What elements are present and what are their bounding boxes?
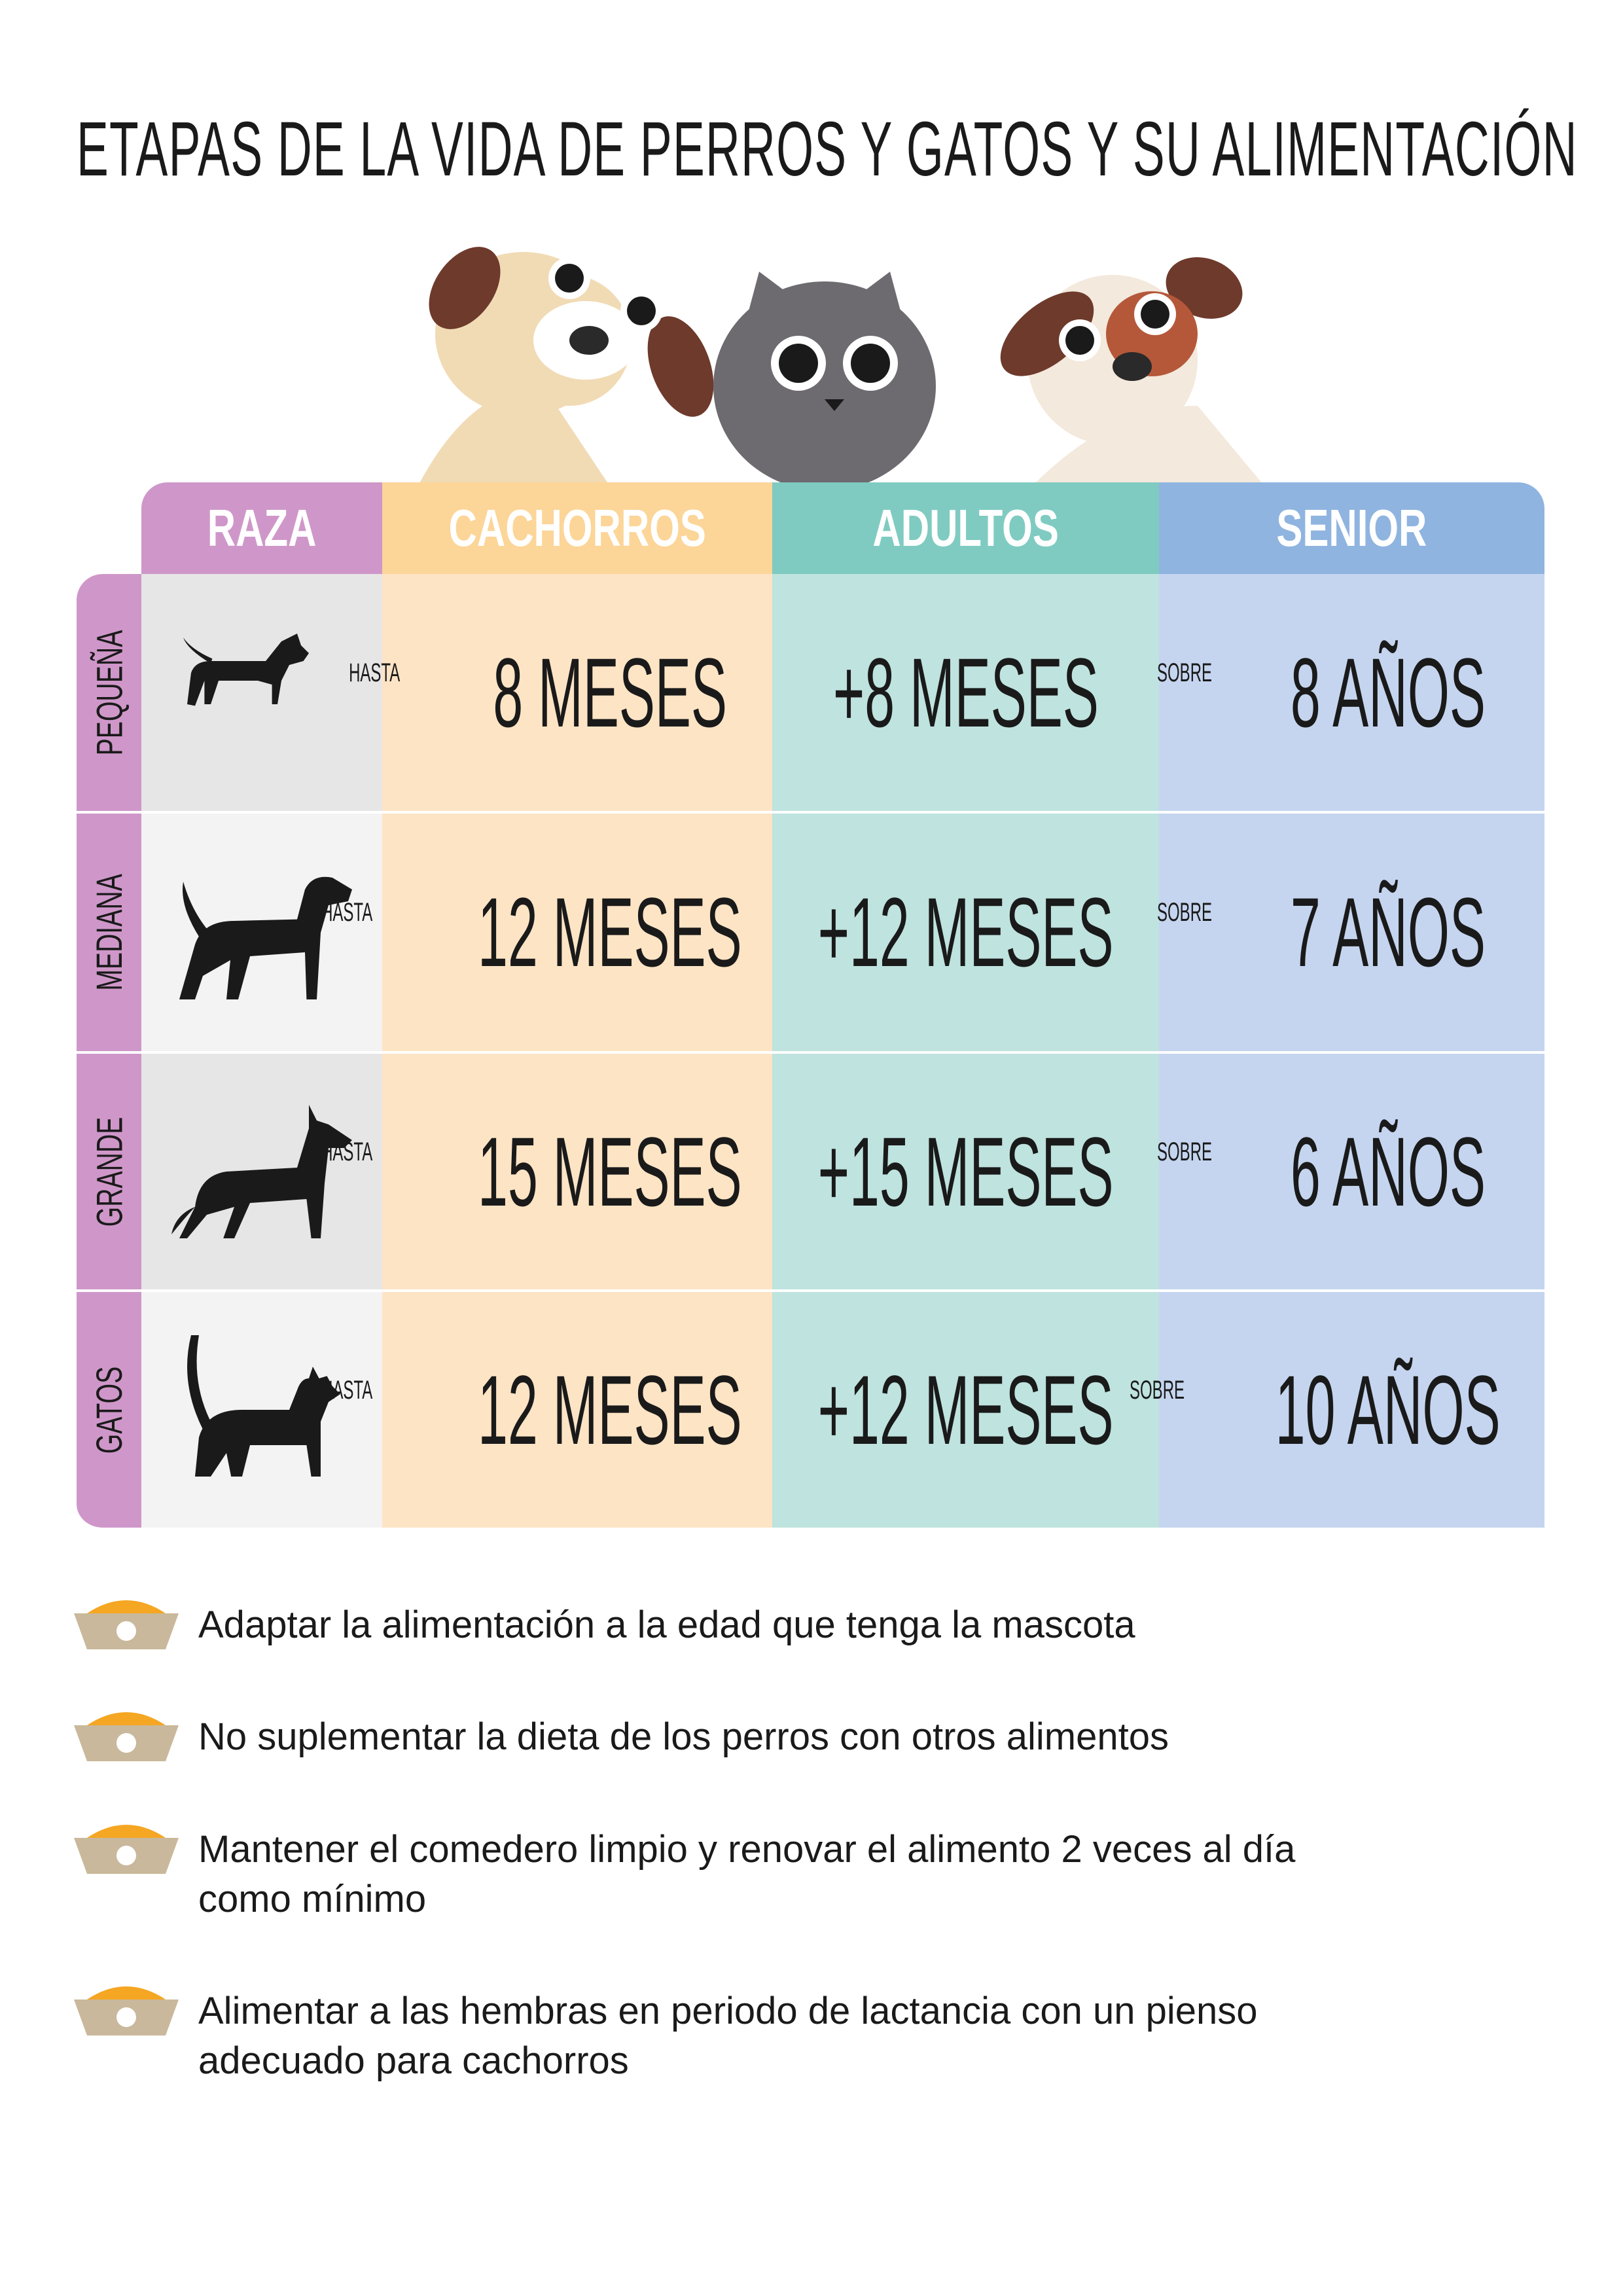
header-cell: SENIOR (1159, 482, 1544, 574)
cachorros-cell: HASTA 12 MESES (321, 1292, 772, 1530)
senior-cell: SOBRE 7 AÑOS (1156, 814, 1544, 1054)
cell-value: 8 AÑOS (1290, 637, 1486, 747)
bowl (74, 1986, 179, 2036)
cell-prefix: SOBRE (1156, 898, 1212, 927)
silhouette (171, 1105, 352, 1238)
cachorros-cell: HASTA 15 MESES (321, 1054, 772, 1292)
cell-value: +15 MESES (817, 1116, 1114, 1227)
cell-value: +12 MESES (817, 1354, 1114, 1465)
cachorros-cell: HASTA 8 MESES (349, 574, 772, 814)
adultos-cell: +12 MESES (772, 814, 1159, 1054)
row-label: PEQUEÑA (77, 574, 141, 814)
adultos-cell: +15 MESES (772, 1054, 1159, 1292)
row-label: GRANDE (77, 1054, 141, 1292)
cell-prefix: HASTA (348, 658, 400, 687)
header-text: ADULTOS (872, 499, 1059, 557)
header-text: CACHORROS (448, 499, 706, 557)
header-cell: RAZA (141, 482, 382, 574)
row-label: MEDIANA (77, 814, 141, 1054)
tip-text: Mantener el comedero limpio y renovar el… (198, 1828, 1296, 1920)
silhouette (183, 634, 309, 706)
tip-text: No suplementar la dieta de los perros co… (198, 1715, 1169, 1758)
breed-silhouette (141, 1054, 382, 1292)
silhouette (187, 1335, 340, 1477)
breed-silhouette (141, 574, 382, 814)
cell-prefix: HASTA (321, 898, 373, 927)
row-label-text: GATOS (88, 1366, 130, 1454)
silhouette (179, 876, 352, 999)
tip-text: Adaptar la alimentación a la edad que te… (198, 1604, 1135, 1646)
header-text: SENIOR (1276, 499, 1427, 557)
cell-prefix: SOBRE (1129, 1375, 1185, 1405)
cell-prefix: SOBRE (1156, 1137, 1212, 1166)
cell-value: 6 AÑOS (1290, 1116, 1486, 1227)
row-label-text: GRANDE (88, 1117, 130, 1227)
senior-cell: SOBRE 10 AÑOS (1130, 1292, 1544, 1530)
cell-value: +12 MESES (817, 877, 1114, 987)
header-cell: CACHORROS (382, 482, 772, 574)
cell-prefix: HASTA (321, 1375, 373, 1405)
bowl (74, 1825, 179, 1874)
header-cell: ADULTOS (772, 482, 1159, 574)
cell-value: 8 MESES (493, 637, 728, 747)
bowl (74, 1600, 179, 1649)
bowl-icon (74, 1973, 179, 2039)
title: ETAPAS DE LA VIDA DE PERROS Y GATOS Y SU… (77, 106, 1578, 192)
cell-prefix: SOBRE (1156, 658, 1212, 687)
animals-illustration (419, 247, 1263, 484)
cell-value: +8 MESES (832, 637, 1099, 747)
adultos-cell: +12 MESES (772, 1292, 1159, 1530)
row-label-text: PEQUEÑA (88, 630, 130, 755)
header-text: RAZA (207, 499, 317, 557)
cell-prefix: HASTA (321, 1137, 373, 1166)
bowl-icon (74, 1812, 179, 1877)
cell-value: 10 AÑOS (1275, 1354, 1501, 1465)
cell-value: 12 MESES (478, 877, 742, 987)
bowl (74, 1712, 179, 1761)
tip-text: Alimentar a las hembras en periodo de la… (198, 1990, 1258, 2082)
row-label-text: MEDIANA (88, 874, 130, 991)
adultos-cell: +8 MESES (772, 574, 1159, 814)
row-label: GATOS (77, 1292, 141, 1530)
senior-cell: SOBRE 6 AÑOS (1156, 1054, 1544, 1292)
bowl-icon (74, 1699, 179, 1765)
breed-silhouette (141, 814, 382, 1054)
cell-value: 7 AÑOS (1290, 877, 1486, 987)
breed-silhouette (141, 1292, 382, 1530)
cell-value: 12 MESES (478, 1354, 742, 1465)
cachorros-cell: HASTA 12 MESES (321, 814, 772, 1054)
bowl-icon (74, 1587, 179, 1653)
senior-cell: SOBRE 8 AÑOS (1156, 574, 1544, 814)
cell-value: 15 MESES (478, 1116, 742, 1227)
